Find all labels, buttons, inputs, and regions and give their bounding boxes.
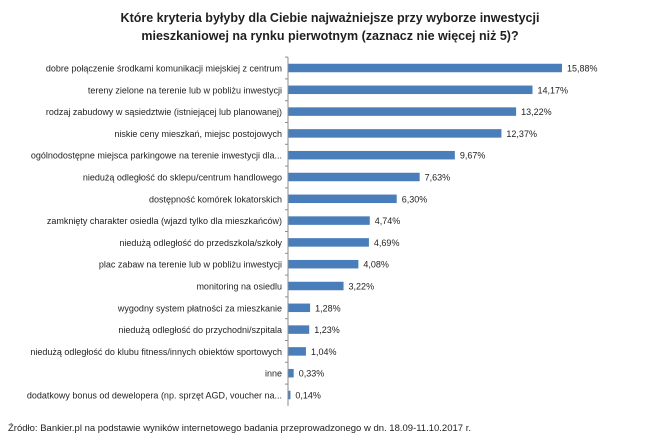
data-label: 3,22% — [349, 282, 375, 292]
data-label: 0,33% — [299, 369, 325, 379]
data-label: 4,69% — [374, 238, 400, 248]
category-label: dostępność komórek lokatorskich — [149, 194, 282, 204]
data-label: 1,23% — [314, 325, 340, 335]
data-label: 1,04% — [311, 347, 337, 357]
bar — [288, 390, 291, 400]
data-label: 7,63% — [425, 173, 451, 183]
category-label: dobre połączenie środkami komunikacji mi… — [46, 64, 282, 74]
bar — [288, 216, 370, 225]
category-label: niedużą odległość do klubu fitness/innyc… — [30, 347, 282, 357]
data-label: 0,14% — [295, 391, 321, 401]
category-label: rodzaj zabudowy w sąsiedztwie (istniejąc… — [46, 107, 282, 117]
data-label: 6,30% — [402, 194, 428, 204]
category-label: dodatkowy bonus od dewelopera (np. sprzę… — [27, 391, 282, 401]
data-label: 14,17% — [537, 85, 568, 95]
data-label: 15,88% — [567, 64, 598, 74]
category-label: inne — [265, 369, 282, 379]
bar — [288, 63, 562, 73]
chart-title-line-1: Które kryteria byłyby dla Ciebie najważn… — [120, 11, 540, 25]
data-label: 1,28% — [315, 303, 341, 313]
category-label: wygodny system płatności za mieszkanie — [117, 303, 282, 313]
data-label: 12,37% — [506, 129, 537, 139]
data-label: 13,22% — [521, 107, 552, 117]
category-label: plac zabaw na terenie lub w pobliżu inwe… — [99, 260, 282, 270]
category-label: niedużą odległość do sklepu/centrum hand… — [83, 173, 282, 183]
chart-title-line-2: mieszkaniowej na rynku pierwotnym (zazna… — [141, 29, 519, 43]
category-label: niedużą odległość do przychodni/szpitala — [118, 325, 282, 335]
bar — [288, 347, 306, 356]
bar — [288, 281, 344, 291]
data-label: 4,74% — [375, 216, 401, 226]
bar — [288, 325, 310, 334]
bar — [288, 194, 397, 204]
bar — [288, 129, 502, 138]
bar — [288, 259, 359, 269]
bar — [288, 238, 369, 247]
category-label: zamknięty charakter osiedla (wjazd tylko… — [47, 216, 282, 226]
bar — [288, 303, 311, 313]
bar — [288, 85, 533, 95]
category-label: niedużą odległość do przedszkola/szkoły — [119, 238, 282, 248]
source-note: Źródło: Bankier.pl na podstawie wyników … — [8, 423, 471, 434]
data-label: 9,67% — [460, 151, 486, 161]
data-label: 4,08% — [363, 260, 389, 270]
bar — [288, 150, 455, 160]
category-label: niskie ceny mieszkań, miejsc postojowych — [114, 129, 282, 139]
category-label: tereny zielone na terenie lub w pobliżu … — [88, 85, 282, 95]
bar — [288, 107, 517, 116]
category-label: ogólnodostępne miejsca parkingowe na ter… — [31, 151, 282, 161]
category-label: monitoring na osiedlu — [196, 282, 282, 292]
bar — [288, 368, 294, 378]
bar — [288, 172, 420, 182]
